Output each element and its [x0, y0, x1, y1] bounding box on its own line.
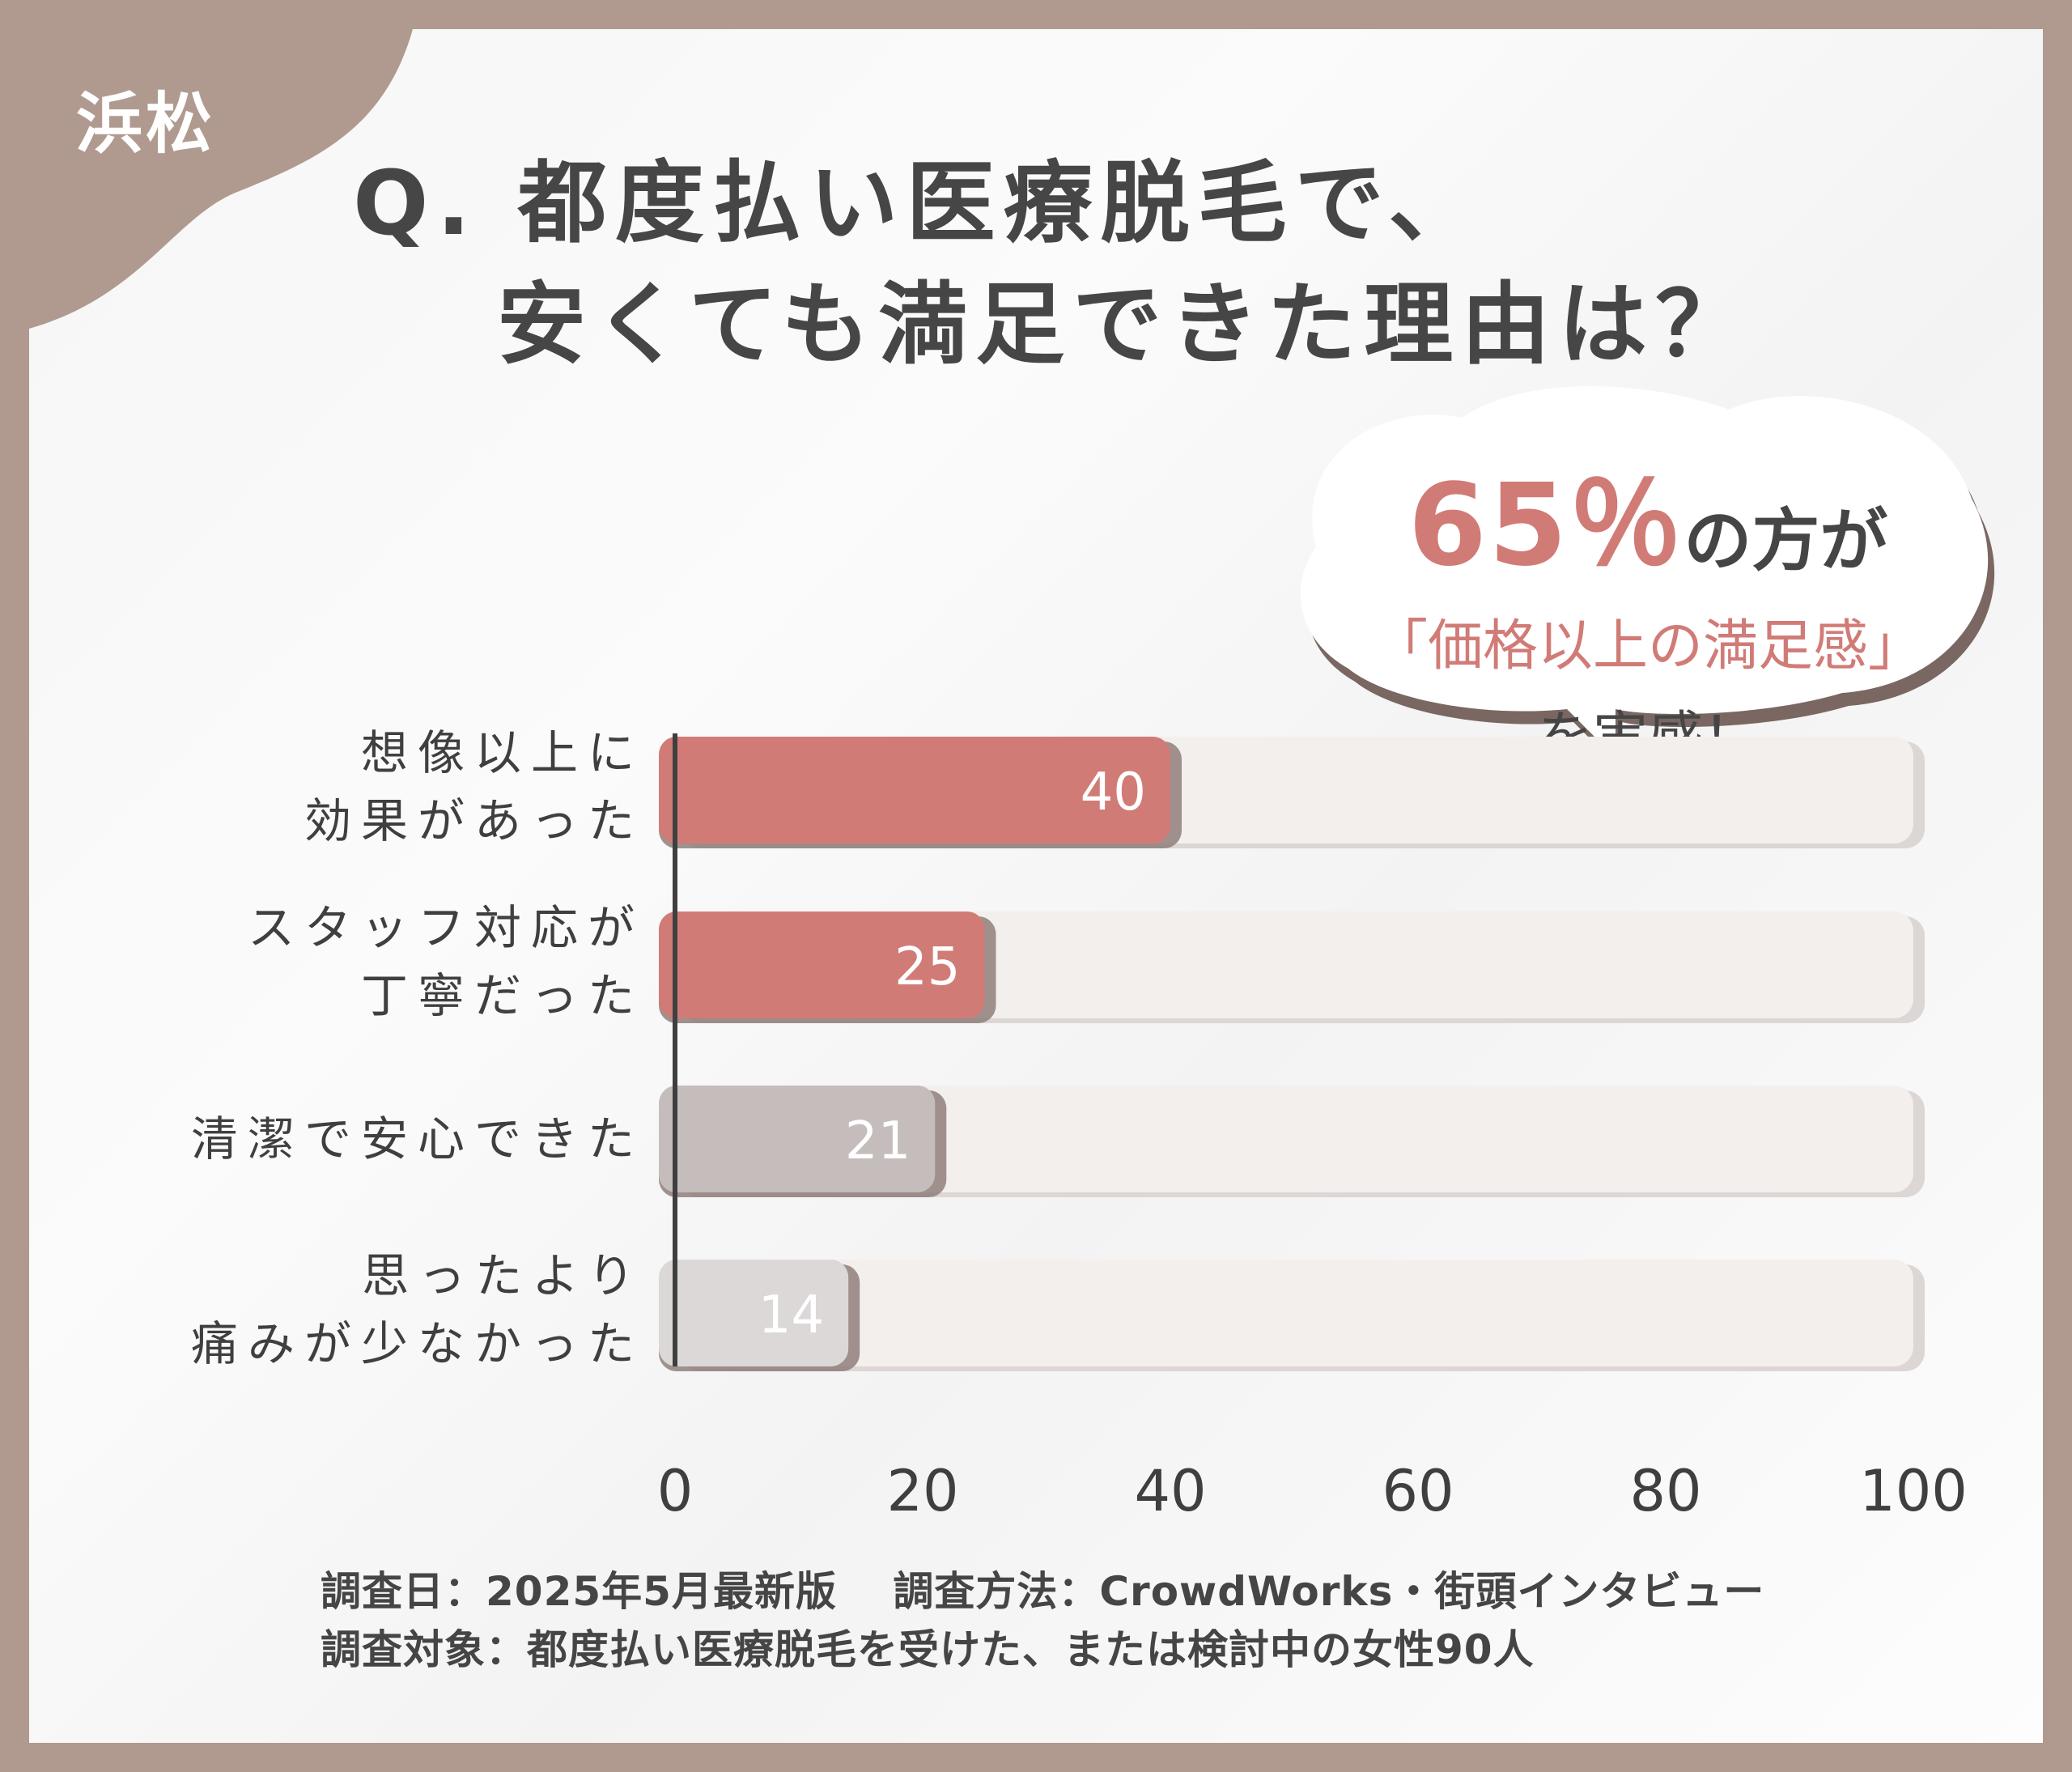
city-tag: 浜松 [76, 86, 216, 163]
x-tick-label: 60 [1382, 1458, 1454, 1524]
x-tick-label: 40 [1134, 1458, 1206, 1524]
bar-track [675, 1260, 1913, 1366]
bar [659, 1086, 936, 1192]
callout-line-1: 65％の方が [1308, 434, 1988, 597]
callout-highlight: 「価格以上の満足感」 [1372, 614, 1923, 678]
x-tick-label: 100 [1859, 1458, 1968, 1524]
category-label: 思ったより [362, 1248, 644, 1303]
x-tick-label: 0 [657, 1458, 694, 1524]
speech-bubble [1300, 386, 1995, 798]
category-label: スタッフ対応が [248, 900, 644, 955]
category-label: 効果があった [304, 793, 644, 848]
bar [659, 1260, 849, 1366]
x-tick-label: 20 [886, 1458, 958, 1524]
bar-value-label: 25 [894, 937, 960, 997]
bar [659, 911, 985, 1018]
bar-value-label: 40 [1081, 763, 1146, 822]
callout-suffix: の方が [1684, 501, 1888, 580]
bar-track [675, 1086, 1913, 1192]
category-label: 想像以上に [361, 725, 644, 780]
title-line-2: 安くても満足できた理由は？ [497, 273, 1753, 376]
category-label: 清潔で安心できた [191, 1111, 644, 1166]
footnote-line-1: 調査日：2025年5月最新版 調査方法：CrowdWorks・街頭インタビュー [321, 1568, 1765, 1615]
callout-percent: 65％ [1408, 460, 1684, 592]
corner-decoration [29, 29, 413, 329]
infographic-card: 浜松 Q. 都度払い医療脱毛で、 安くても満足できた理由は？ 65％の方が 「価… [29, 29, 2043, 1743]
page-title: Q. 都度払い医療脱毛で、 安くても満足できた理由は？ [353, 142, 1752, 385]
title-line-1: Q. 都度払い医療脱毛で、 [353, 151, 1486, 255]
category-label: 痛みが少なかった [191, 1316, 644, 1371]
bar [659, 737, 1170, 844]
x-tick-label: 80 [1629, 1458, 1701, 1524]
category-label: 丁寧だった [361, 968, 644, 1023]
footnote-line-2: 調査対象：都度払い医療脱毛を受けた、または検討中の女性90人 [321, 1626, 1535, 1673]
bar-value-label: 14 [758, 1285, 824, 1345]
bar-value-label: 21 [845, 1111, 911, 1171]
